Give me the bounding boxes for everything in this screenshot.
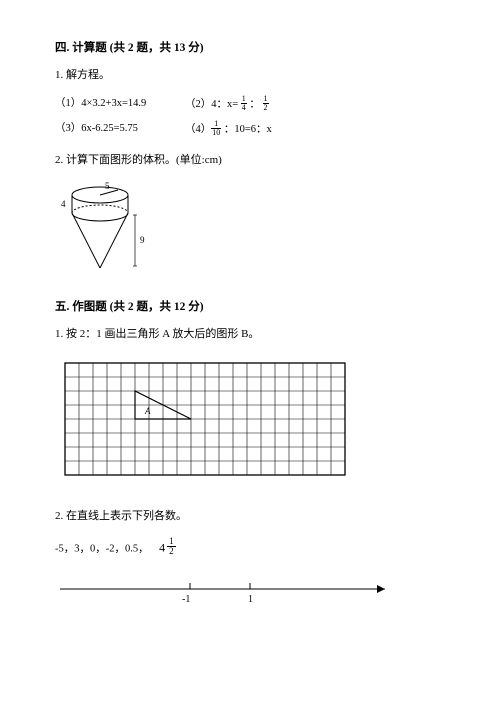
eq4-prefix: （4）	[185, 124, 211, 135]
mixed-whole: 4	[159, 540, 165, 554]
numbers-text: -5，3，0，-2，0.5，	[55, 543, 149, 554]
eq2-frac1: 14	[241, 95, 247, 112]
eq4-frac-den: 10	[211, 129, 221, 137]
equation-row-2: （3）6x-6.25=5.75 （4）110 ：10=6：x	[55, 121, 445, 138]
s5-q2-intro: 2. 在直线上表示下列各数。	[55, 508, 445, 525]
number-list: -5，3，0，-2，0.5， 412	[55, 537, 445, 557]
eq2-frac2: 12	[263, 95, 269, 112]
section5-heading: 五. 作图题 (共 2 题，共 12 分)	[55, 299, 445, 316]
eq-2: （2）4：x= 14 ： 12	[185, 96, 445, 113]
eq4-frac: 110	[211, 120, 221, 137]
eq2-prefix: （2）4：x=	[185, 99, 241, 110]
volume-figure: 5 4 9	[55, 180, 445, 281]
eq4-suffix: ：10=6：x	[221, 124, 272, 135]
mixed-num: 1	[167, 537, 176, 547]
eq-4: （4）110 ：10=6：x	[185, 121, 445, 138]
mixed-den: 2	[167, 547, 176, 556]
radius-label: 5	[105, 181, 110, 191]
tick-neg1: -1	[182, 594, 190, 605]
eq-3: （3）6x-6.25=5.75	[55, 121, 185, 138]
eq2-colon: ：	[247, 99, 263, 110]
s4-q1-intro: 1. 解方程。	[55, 67, 445, 84]
s4-q2-intro: 2. 计算下面图形的体积。(单位:cm)	[55, 152, 445, 169]
number-line: -1 1	[55, 575, 445, 617]
s5-q1-intro: 1. 按 2：1 画出三角形 A 放大后的图形 B。	[55, 326, 445, 343]
eq2-frac2-den: 2	[263, 104, 269, 112]
cone-h-label: 9	[140, 235, 145, 245]
eq-1: （1）4×3.2+3x=14.9	[55, 96, 185, 113]
tick-1: 1	[248, 594, 253, 605]
grid-figure: A	[55, 355, 445, 489]
mixed-frac: 12	[167, 537, 176, 556]
cyl-h-label: 4	[61, 199, 66, 209]
equation-row-1: （1）4×3.2+3x=14.9 （2）4：x= 14 ： 12	[55, 96, 445, 113]
section4-heading: 四. 计算题 (共 2 题，共 13 分)	[55, 40, 445, 57]
svg-text:A: A	[144, 406, 151, 416]
eq2-frac1-den: 4	[241, 104, 247, 112]
